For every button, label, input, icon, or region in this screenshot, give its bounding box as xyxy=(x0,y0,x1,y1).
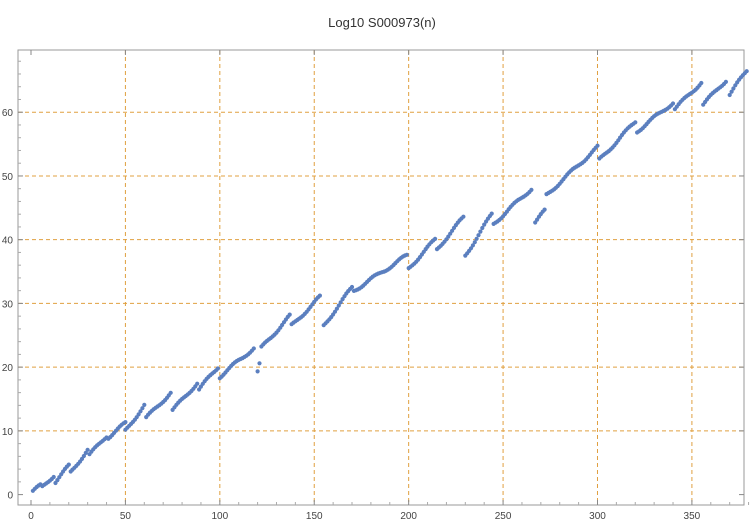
y-tick-label: 30 xyxy=(2,299,14,310)
data-point xyxy=(470,243,475,248)
chart-title: Log10 S000973(n) xyxy=(328,15,436,30)
y-tick-label: 50 xyxy=(2,172,14,183)
y-tick-label: 60 xyxy=(2,108,14,119)
data-point xyxy=(542,207,547,212)
data-point xyxy=(433,236,438,241)
data-point xyxy=(476,233,481,238)
data-point xyxy=(404,252,409,257)
data-point xyxy=(727,92,732,98)
data-point xyxy=(349,284,355,290)
data-point xyxy=(251,346,256,351)
data-point xyxy=(123,420,128,425)
data-point xyxy=(257,361,262,366)
y-tick-label: 20 xyxy=(2,363,14,374)
x-tick-label: 250 xyxy=(495,511,512,521)
axes: 0 50 100 150 200 250 300 350 0 10 20 30 40 50 60 xyxy=(2,49,750,521)
data-point xyxy=(472,240,477,245)
data-point xyxy=(85,447,90,452)
data-point xyxy=(731,86,736,91)
data-point xyxy=(699,80,704,86)
y-tick-label: 10 xyxy=(2,427,14,438)
data-point xyxy=(140,406,145,411)
data-point xyxy=(489,211,494,216)
x-tick-label: 300 xyxy=(589,511,606,521)
data-point xyxy=(595,143,600,148)
y-tick-label: 40 xyxy=(2,236,14,247)
data-points xyxy=(30,69,749,493)
data-point xyxy=(136,412,141,417)
data-point xyxy=(336,303,341,308)
x-tick-label: 150 xyxy=(306,511,323,521)
x-tick-label: 50 xyxy=(120,511,132,521)
data-point xyxy=(81,453,86,459)
data-point xyxy=(482,222,487,227)
data-point xyxy=(480,225,485,231)
data-point xyxy=(723,79,729,84)
x-tick-label: 100 xyxy=(211,511,228,521)
data-point xyxy=(142,402,147,407)
data-point xyxy=(332,309,338,314)
data-point xyxy=(138,409,143,414)
data-point xyxy=(729,89,734,94)
grid-lines xyxy=(18,50,744,505)
data-point xyxy=(334,306,339,311)
data-point xyxy=(168,390,173,395)
data-point xyxy=(529,187,534,192)
data-point xyxy=(474,236,479,241)
data-point xyxy=(744,69,749,74)
data-point xyxy=(633,120,638,125)
data-point xyxy=(51,474,56,480)
data-point xyxy=(287,312,292,317)
x-tick-label: 200 xyxy=(400,511,417,521)
data-point xyxy=(670,101,676,106)
data-point xyxy=(83,450,88,455)
data-point xyxy=(317,293,322,298)
y-tick-label: 0 xyxy=(7,491,13,502)
data-point xyxy=(195,381,200,386)
data-point xyxy=(338,300,343,305)
x-tick-label: 350 xyxy=(684,511,701,521)
x-tick-label: 0 xyxy=(28,511,34,521)
data-point xyxy=(478,229,483,234)
data-point xyxy=(215,366,220,371)
data-point xyxy=(255,369,260,374)
data-point xyxy=(461,214,466,219)
data-point xyxy=(66,462,71,467)
